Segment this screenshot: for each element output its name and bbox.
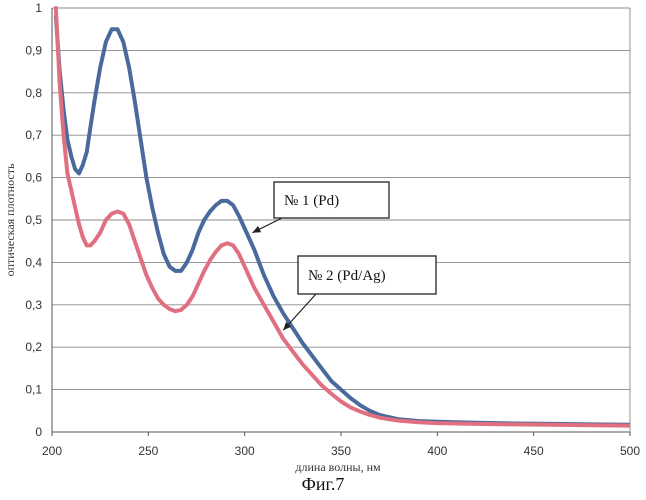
x-tick-label: 200 [42,444,62,458]
y-tick-label: 0 [35,425,42,439]
y-tick-label: 0,7 [25,128,42,142]
x-tick-label: 350 [331,444,351,458]
callout-1: № 1 (Pd) [252,182,389,233]
callout-label: № 1 (Pd) [284,193,339,209]
y-tick-label: 0,8 [25,86,42,100]
y-tick-label: 0,2 [25,340,42,354]
y-tick-label: 0,5 [25,213,42,227]
y-axis-title: оптическая плотность [3,163,17,276]
x-tick-label: 250 [138,444,158,458]
y-tick-label: 0,6 [25,171,42,185]
y-tick-label: 0,3 [25,298,42,312]
y-tick-label: 0,1 [25,383,42,397]
figure-caption: Фиг.7 [0,474,646,495]
x-tick-label: 300 [235,444,255,458]
y-tick-label: 0,4 [25,255,42,269]
series-line-1 [56,17,630,425]
x-tick-label: 400 [427,444,447,458]
x-tick-label: 450 [524,444,544,458]
y-tick-label: 1 [35,1,42,15]
x-axis-title: длина волны, нм [295,460,381,474]
callout-2: № 2 (Pd/Ag) [283,256,436,330]
x-tick-label: 500 [620,444,640,458]
callout-label: № 2 (Pd/Ag) [308,268,386,284]
y-tick-label: 0,9 [25,43,42,57]
